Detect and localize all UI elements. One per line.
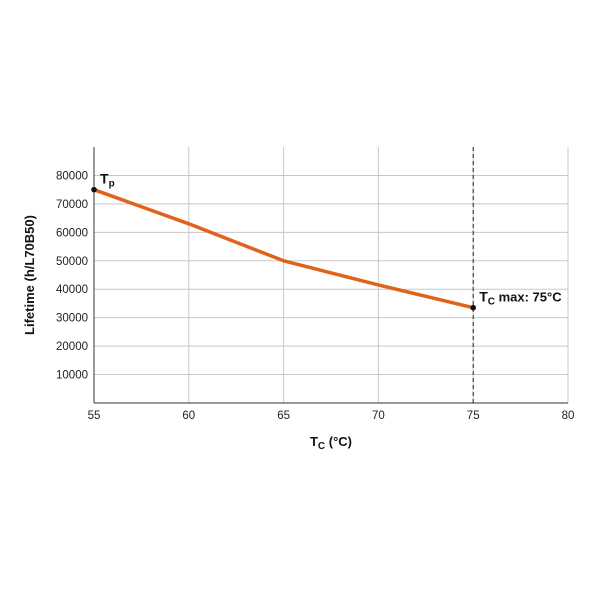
axes bbox=[93, 147, 568, 404]
y-axis-title: Lifetime (h/L70B50) bbox=[22, 215, 37, 335]
x-tick-label: 55 bbox=[88, 410, 101, 422]
marker-annotation-sub: C bbox=[488, 297, 495, 308]
x-tick-label: 80 bbox=[562, 410, 575, 422]
grid bbox=[93, 147, 569, 403]
marker-annotation: TC max: 75°C bbox=[479, 289, 562, 308]
marker-annotation-main: T bbox=[479, 289, 488, 305]
y-tick-label: 20000 bbox=[56, 341, 88, 353]
tick-labels: 55 60 65 70 75 80 10000 20000 30000 40000 50000 600… bbox=[56, 170, 574, 422]
x-axis-title-main: T bbox=[310, 434, 318, 449]
x-tick-label: 60 bbox=[182, 410, 195, 422]
x-tick-label: 65 bbox=[277, 410, 290, 422]
marker-annotation: Tp bbox=[100, 171, 115, 190]
axis-titles: TC (°C) Lifetime (h/L70B50) bbox=[22, 215, 352, 452]
data-point-marker bbox=[470, 304, 477, 311]
x-tick-label: 75 bbox=[467, 410, 480, 422]
x-axis-title-sub: C bbox=[318, 441, 325, 452]
x-axis-title-unit: (°C) bbox=[325, 434, 352, 449]
y-tick-label: 50000 bbox=[56, 256, 88, 268]
x-axis-title: TC (°C) bbox=[310, 434, 352, 452]
y-tick-label: 70000 bbox=[56, 199, 88, 211]
marker-annotation-rest: max: 75°C bbox=[495, 290, 562, 305]
data-point-marker bbox=[91, 186, 97, 193]
y-tick-label: 10000 bbox=[56, 370, 88, 382]
marker-annotation-sub: p bbox=[109, 179, 115, 190]
marker-annotation-main: T bbox=[100, 171, 109, 187]
x-tick-label: 70 bbox=[372, 410, 385, 422]
series-group bbox=[92, 187, 475, 310]
y-tick-label: 60000 bbox=[56, 227, 88, 239]
y-tick-label: 80000 bbox=[56, 170, 88, 182]
y-tick-label: 30000 bbox=[56, 313, 88, 325]
marker-points bbox=[91, 186, 477, 311]
series-line bbox=[92, 187, 475, 310]
y-tick-label: 40000 bbox=[56, 284, 88, 296]
